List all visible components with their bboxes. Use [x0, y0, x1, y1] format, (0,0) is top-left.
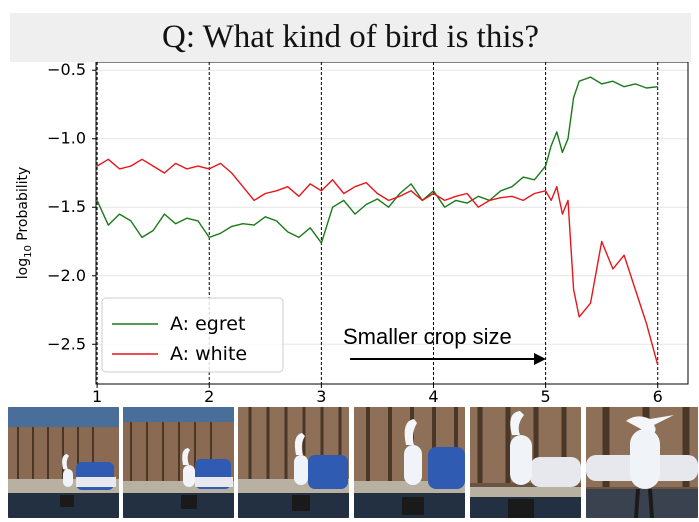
y-tick-label: −0.5	[47, 62, 86, 79]
y-tick-label: −1.5	[47, 197, 86, 216]
x-tick-label: 6	[653, 387, 663, 402]
legend-label: A: white	[170, 343, 247, 365]
y-tick-label: −1.0	[47, 129, 86, 148]
annotation-text: Smaller crop size	[343, 324, 512, 349]
crop-image-5	[470, 407, 581, 518]
x-tick-label: 5	[541, 387, 551, 402]
plot-frame	[95, 62, 689, 385]
question-title: Q: What kind of bird is this?	[161, 19, 540, 55]
series-line-white	[96, 158, 659, 365]
crop-image-6	[586, 407, 698, 518]
x-tick-label: 3	[316, 387, 326, 402]
y-tick-label: −2.0	[47, 266, 86, 285]
y-tick-label: −2.5	[47, 334, 86, 353]
x-tick-label: 1	[92, 387, 102, 402]
chart: −0.5 −1.0 −1.5 −2.0 −2.5 1 2 3 4 5 6 log10 Probabil…	[15, 62, 689, 402]
annotation-arrow-head	[534, 353, 546, 365]
x-tick-label: 4	[428, 387, 438, 402]
crop-strip	[8, 407, 698, 519]
title-bar: Q: What kind of bird is this?	[10, 13, 691, 62]
crop-image-1	[8, 407, 119, 518]
crop-image-2	[123, 407, 234, 518]
x-tick-label: 2	[204, 387, 214, 402]
series-line-egret	[96, 76, 658, 244]
y-axis-label: log10 Probability	[15, 167, 34, 280]
crop-image-4	[354, 407, 465, 518]
crop-image-3	[238, 407, 349, 518]
legend-label: A: egret	[170, 313, 245, 335]
